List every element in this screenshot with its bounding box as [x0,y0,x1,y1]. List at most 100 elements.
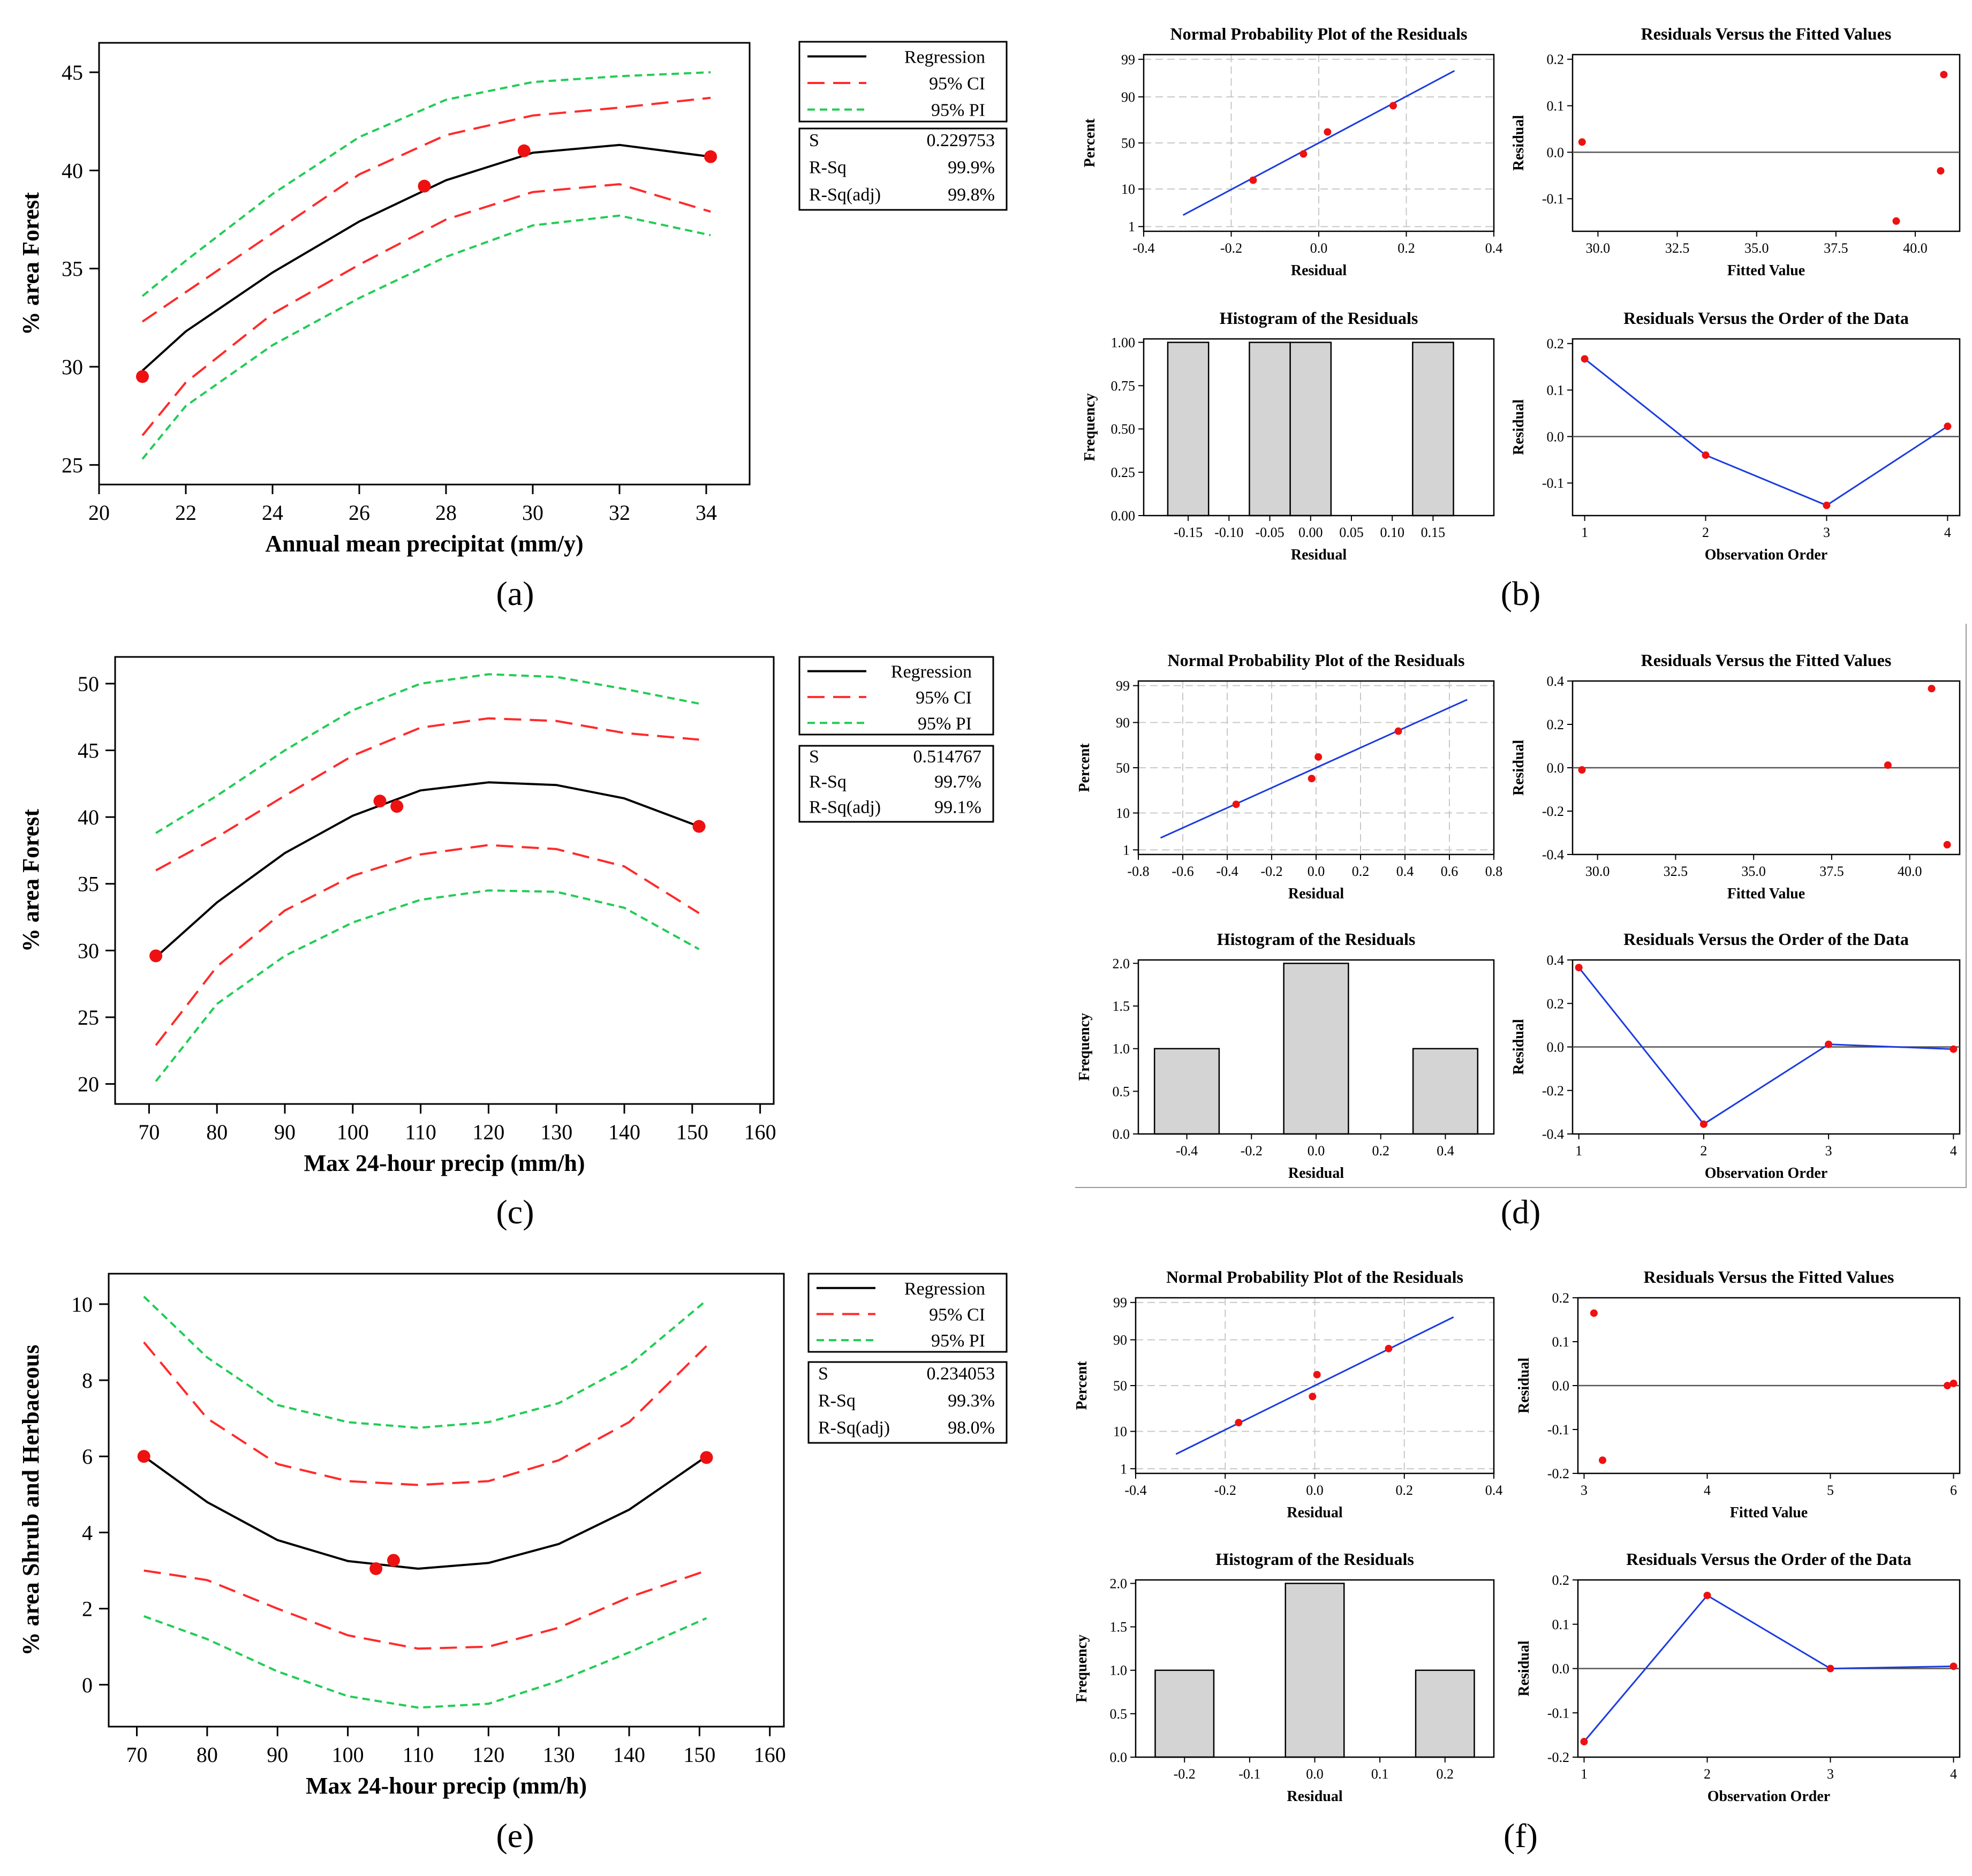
x-tick-label: 0.05 [1339,525,1364,540]
x-tick-label: 37.5 [1824,240,1848,256]
x-tick-label: -0.05 [1255,525,1284,540]
x-tick-label-e: 90 [267,1743,288,1767]
subplot-frame-npp [1135,1297,1495,1474]
y-tick-label: -0.2 [1547,1750,1569,1765]
x-axis-label-fitted_value: Fitted Value [1727,886,1805,902]
x-tick-label: 0.0 [1310,240,1328,256]
y-tick-label-e: 2 [82,1597,93,1621]
x-tick-label: 0.2 [1397,240,1415,256]
x-tick-label: -0.2 [1241,1143,1263,1159]
series-line-c-0 [155,781,700,958]
y-tick-label: -0.1 [1542,475,1564,491]
y-tick-label: 90 [1113,1332,1127,1348]
x-tick-label: -0.1 [1238,1766,1260,1782]
y-tick-label: 1.0 [1113,1041,1130,1057]
legend-label-c: 95% CI [916,688,972,708]
residual-point [1314,753,1323,761]
x-tick-label: 0.8 [1485,864,1503,879]
y-tick-label-a: 25 [62,453,83,477]
data-point-c [390,800,404,813]
y-tick-label: -0.2 [1542,804,1564,819]
legend-label-c: Regression [891,662,972,682]
x-tick-label: 2 [1702,525,1709,540]
x-tick-label-c: 120 [472,1120,504,1144]
histogram-bar [1285,1583,1345,1758]
x-tick-label-c: 110 [405,1120,436,1144]
x-tick-label: 0.2 [1352,864,1370,879]
residual-point [1235,1419,1243,1427]
series-line-c-1 [155,717,699,872]
x-axis-label-residual: Residual [1288,886,1344,902]
residual-point [1928,685,1936,693]
plot-area-a [98,42,751,486]
x-tick-label: 4 [1704,1482,1711,1498]
x-tick-label: -0.15 [1174,525,1203,540]
y-tick-label: 0.1 [1552,1617,1570,1632]
residual-point [1944,1382,1951,1389]
x-tick-label: -0.4 [1124,1482,1146,1498]
series-line-c-4 [155,889,700,1082]
y-tick-label-e: 4 [82,1521,93,1545]
x-tick-label: -0.8 [1127,864,1149,879]
residual-point [1599,1456,1606,1464]
x-tick-label-c: 160 [744,1120,776,1144]
y-tick-label: 1 [1128,219,1135,234]
x-tick-label: 0.0 [1308,864,1325,879]
y-tick-label: 0.1 [1547,99,1565,114]
y-axis-label-residual: Residual [1516,1640,1532,1696]
x-tick-label: 0.4 [1485,1482,1503,1498]
stats-label-e: S [818,1364,828,1384]
y-tick-label: 50 [1113,1378,1127,1394]
x-tick-label: -0.4 [1176,1143,1198,1159]
y-tick-label: 99 [1113,1295,1127,1311]
x-tick-label: 30.0 [1585,864,1610,879]
y-tick-label-a: 30 [62,355,83,379]
data-point-a [136,370,149,383]
subplot-frame-hist [1143,338,1495,517]
residual-point [1385,1344,1393,1352]
x-tick-label: -0.2 [1174,1766,1196,1782]
y-tick-label-e: 10 [71,1292,93,1317]
series-line-a-3 [141,71,711,297]
y-tick-label: 90 [1116,715,1130,731]
x-tick-label: 0.2 [1437,1766,1454,1782]
x-tick-label: -0.4 [1132,240,1154,256]
stats-value-e: 98.0% [948,1418,995,1438]
data-point-e [137,1450,150,1463]
x-axis-label-residual: Residual [1291,262,1347,279]
y-tick-label: 0.25 [1111,465,1136,480]
data-point-e [369,1562,383,1575]
y-tick-label: 99 [1116,678,1130,694]
y-tick-label: 0.4 [1547,674,1565,689]
x-tick-label: 0.2 [1396,1482,1414,1498]
y-tick-label: 0.4 [1547,952,1565,968]
y-axis-label-percent: Percent [1076,743,1093,792]
y-tick-label: 1.5 [1110,1620,1128,1635]
residual-point [1940,71,1948,79]
stats-label-a: S [809,131,819,150]
legend-box-a [798,41,1008,123]
y-tick-label: -0.4 [1542,1126,1564,1142]
x-tick-label-c: 140 [608,1120,640,1144]
y-axis-label-residual: Residual [1510,115,1527,171]
x-tick-label-e: 100 [332,1743,364,1767]
stats-label-a: R-Sq(adj) [809,185,881,205]
x-tick-label: 2 [1700,1143,1707,1159]
x-tick-label-e: 130 [543,1743,575,1767]
y-tick-label-e: 8 [82,1368,93,1393]
y-tick-label: 1 [1120,1461,1127,1477]
y-tick-label: 0.0 [1547,760,1565,776]
x-axis-label-residual: Residual [1291,547,1347,563]
x-tick-label: -0.2 [1260,864,1282,879]
data-point-a [704,150,717,163]
y-tick-label: 1.5 [1113,998,1130,1014]
y-tick-label: 0.0 [1552,1378,1570,1394]
x-tick-label: -0.6 [1172,864,1193,879]
x-axis-label-observation_order: Observation Order [1705,547,1827,563]
residual-point [1575,964,1583,972]
x-tick-label: 4 [1950,1766,1957,1782]
y-tick-label: 0.2 [1552,1572,1570,1588]
x-tick-label: -0.2 [1214,1482,1236,1498]
panel-label-e: (e) [496,1817,534,1855]
histogram-bar [1167,342,1210,517]
